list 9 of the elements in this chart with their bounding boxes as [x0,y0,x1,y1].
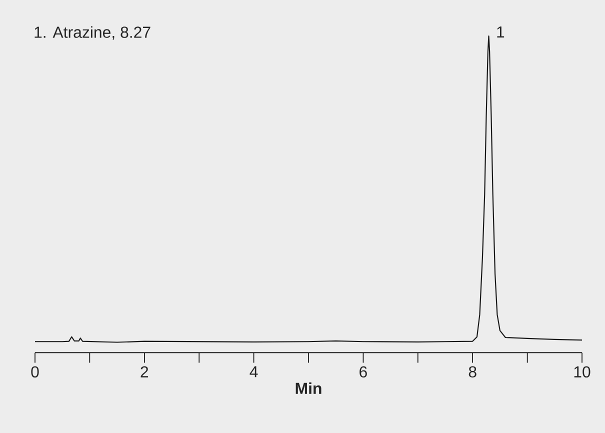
x-tick-label: 0 [31,366,39,378]
x-axis-title: Min [296,382,322,394]
x-tick-label: 8 [468,366,476,378]
x-tick-label: 2 [140,366,148,378]
x-tick-label: 10 [574,366,590,378]
annotation: 1 [497,26,504,38]
x-tick-label: 6 [360,366,367,378]
annotation: 1. Atrazine, 8.27 [34,26,150,40]
x-tick-label: 4 [250,366,258,378]
